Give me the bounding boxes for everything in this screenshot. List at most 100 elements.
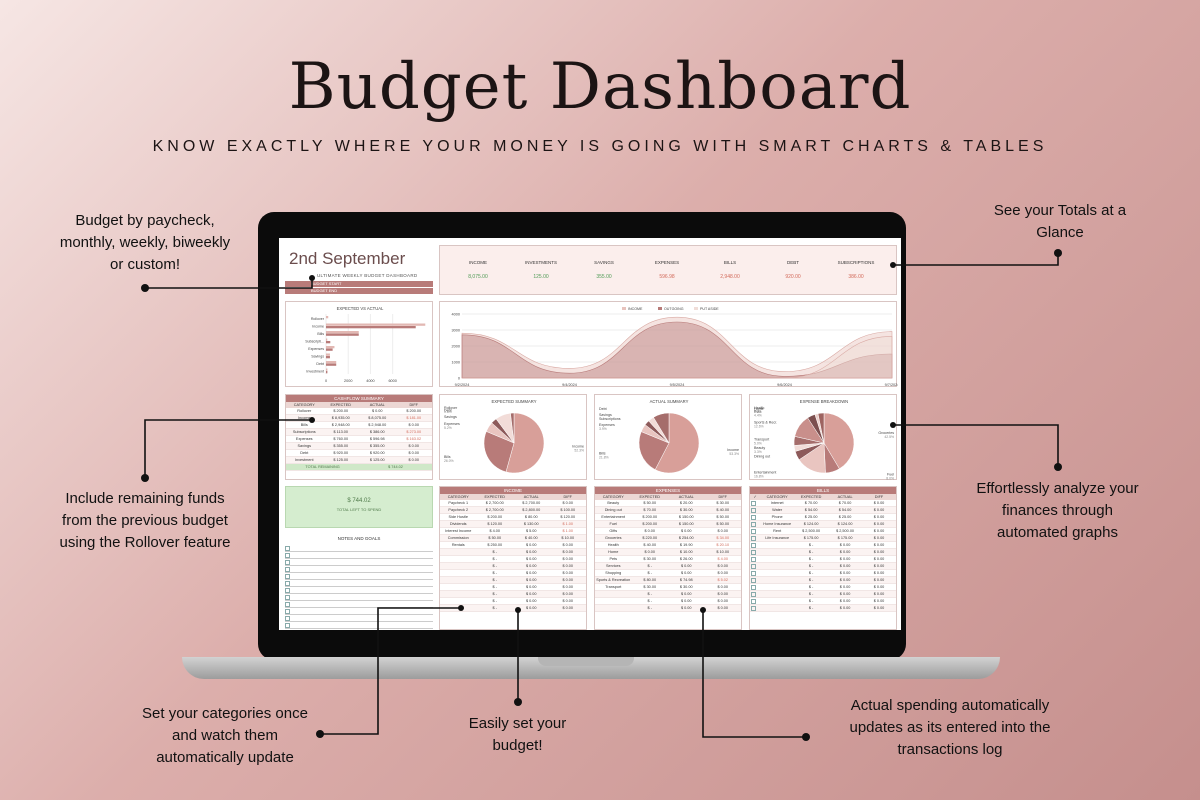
table-cell: $ 175.00: [803, 536, 819, 540]
paid-checkbox[interactable]: [750, 514, 760, 520]
table-row: Groceries $ 220.00 $ 254.00 $ 34.00: [595, 535, 741, 542]
table-cell: $ 0.00: [873, 592, 885, 596]
table-cell: $ 10.00: [716, 550, 730, 554]
table-header: CATEGORY EXPECTED ACTUAL DIFF: [286, 402, 432, 408]
table-cell: $ 4.00: [717, 557, 729, 561]
paid-checkbox[interactable]: [750, 535, 760, 541]
note-line[interactable]: [285, 622, 433, 629]
dashboard-title: 2nd September: [289, 249, 406, 268]
pie-pct: 42.5%: [884, 435, 894, 439]
note-line[interactable]: [285, 573, 433, 580]
table-cell: $ 0.00: [873, 564, 885, 568]
table-cell: Paycheck 1: [448, 501, 469, 505]
pie-pct: 53.3%: [729, 452, 739, 456]
note-line[interactable]: [285, 580, 433, 587]
table-cell: Dividends: [449, 522, 467, 526]
callout-rollover: Include remaining funds from the previous…: [59, 490, 231, 551]
note-line[interactable]: [285, 594, 433, 601]
callout-categories: Set your categories once and watch them au…: [142, 705, 308, 766]
paid-checkbox[interactable]: [750, 528, 760, 534]
table-cell: $ 0.00: [873, 585, 885, 589]
table-cell: $ -: [647, 606, 652, 610]
column-header: CATEGORY: [766, 495, 788, 499]
paid-checkbox[interactable]: [750, 507, 760, 513]
table-cell: $ -: [808, 592, 814, 596]
table-row: $ - $ 0.00 $ 0.00: [440, 563, 586, 570]
paid-checkbox[interactable]: [750, 598, 760, 604]
paid-checkbox[interactable]: [750, 584, 760, 590]
pie-label: Pets: [754, 409, 761, 413]
pie-label: Bills: [444, 455, 451, 459]
paid-checkbox[interactable]: [750, 570, 760, 576]
paid-checkbox[interactable]: [750, 591, 760, 597]
expected-summary-pie: EXPECTED SUMMARY Income 52.3% Bills 26.0% Exp…: [439, 394, 587, 480]
table-cell: $ 200.00: [642, 522, 658, 526]
note-line[interactable]: [285, 566, 433, 573]
table-cell: $ -: [808, 557, 814, 561]
bar: [326, 316, 329, 319]
pie-label: Savings: [444, 415, 457, 419]
table-cell: $ 0.00: [873, 515, 885, 519]
note-line[interactable]: [285, 545, 433, 552]
note-line[interactable]: [285, 601, 433, 608]
table-cell: $ 70.00: [804, 501, 818, 505]
table-cell: $ 0.00: [873, 522, 885, 526]
paid-checkbox[interactable]: [750, 563, 760, 569]
table-row: Pets $ 30.00 $ 26.00 $ 4.00: [595, 556, 741, 563]
table-row: Rentals $ 250.00 $ 0.00 $ 0.00: [440, 542, 586, 549]
bar: [326, 331, 359, 334]
total-remaining-label: TOTAL REMAINING: [305, 465, 340, 469]
table-cell: $ -: [492, 578, 497, 582]
table-cell: $ 175.00: [837, 536, 853, 540]
table-cell: $ 34.00: [716, 536, 730, 540]
notes-panel: NOTES AND GOALS: [285, 534, 433, 630]
table-cell: Home: [608, 550, 619, 554]
table-cell: $ 0.00: [873, 529, 885, 533]
area-series-put-aside: [462, 336, 893, 379]
total-label: INVESTMENTS: [524, 260, 557, 265]
paid-checkbox[interactable]: [750, 521, 760, 527]
cashflow-summary: CASHFLOW SUMMARY CATEGORY EXPECTED ACTUAL D…: [285, 394, 433, 480]
bar: [326, 338, 328, 341]
table-cell: $ 355.00: [333, 444, 349, 448]
paid-checkbox[interactable]: [750, 549, 760, 555]
table-cell: [440, 584, 477, 590]
table-row: $ - $ 0.00 $ 0.00: [440, 591, 586, 598]
table-cell: $ 0.00: [644, 529, 656, 533]
pie-slice-income: [505, 412, 545, 474]
table-cell: $ -: [808, 571, 814, 575]
table-cell: $ 0.00: [839, 592, 851, 596]
table-cell: $ 0.00: [873, 508, 885, 512]
table-cell: $ 0.00: [873, 501, 885, 505]
note-line[interactable]: [285, 559, 433, 566]
paid-checkbox[interactable]: [750, 556, 760, 562]
table-cell: $ 0.00: [717, 585, 729, 589]
tick-label: 6000: [388, 379, 396, 383]
cashflow-total-row: TOTAL REMAINING $ 744.02: [286, 464, 432, 471]
table-cell: $ 2,500.00: [802, 529, 821, 533]
table-cell: $ 0.00: [525, 543, 537, 547]
hero-subtitle: KNOW EXACTLY WHERE YOUR MONEY IS GOING W…: [152, 138, 1048, 155]
paid-checkbox[interactable]: [750, 500, 760, 506]
note-line[interactable]: [285, 608, 433, 615]
table-row: $ - $ 0.00 $ 0.00: [750, 563, 896, 570]
bar: [326, 346, 335, 349]
table-row: $ - $ 0.00 $ 0.00: [440, 605, 586, 612]
paid-checkbox[interactable]: [750, 605, 760, 611]
cashflow-area-chart: 0 1000 2000 3000 4000 9/2/2024 9/4/2024 9/5/202…: [439, 301, 899, 387]
paid-checkbox[interactable]: [750, 542, 760, 548]
area-series-income: [461, 316, 893, 379]
note-line[interactable]: [285, 587, 433, 594]
total-label: INCOME: [469, 260, 487, 265]
total-label: EXPENSES: [654, 260, 680, 265]
table-cell: $ 0.00: [562, 571, 574, 575]
note-line[interactable]: [285, 552, 433, 559]
pie-pct: 16.8%: [754, 474, 764, 478]
income-table: INCOME CATEGORY EXPECTED ACTUAL DIFF Paychec…: [439, 486, 587, 630]
budget-end-label: BUDGET END: [285, 288, 433, 294]
pie-label: Subscriptions: [599, 417, 621, 421]
legend-swatch: [694, 307, 698, 310]
paid-checkbox[interactable]: [750, 577, 760, 583]
note-line[interactable]: [285, 615, 433, 622]
table-cell: $ 125.00: [369, 458, 385, 462]
